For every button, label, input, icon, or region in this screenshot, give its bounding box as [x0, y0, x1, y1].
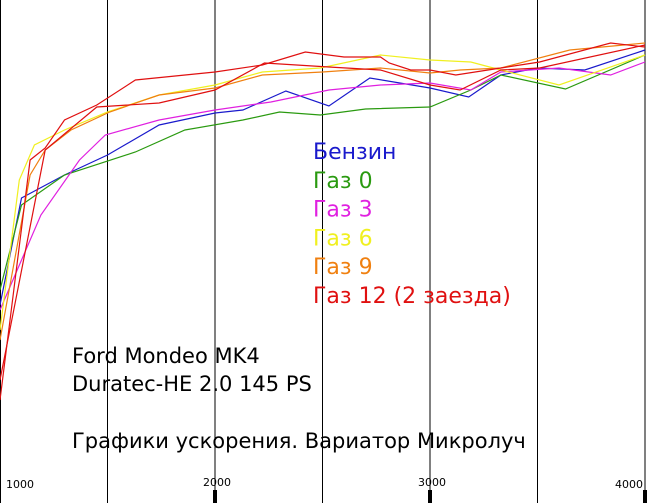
series-line — [0, 42, 646, 401]
series-line — [0, 54, 646, 331]
title-line: Duratec-HE 2.0 145 PS — [72, 372, 312, 396]
x-tick-mark — [213, 490, 217, 503]
series-line — [0, 44, 646, 381]
title-line: Ford Mondeo MK4 — [72, 344, 260, 368]
series-line — [0, 54, 646, 291]
series-line — [0, 49, 646, 306]
legend-label: Газ 9 — [313, 255, 373, 280]
x-tick-label: 3000 — [418, 476, 446, 489]
x-tick-label: 2000 — [203, 476, 231, 489]
legend-label: Газ 3 — [313, 198, 373, 223]
subtitle: Графики ускорения. Вариатор Микролуч — [72, 429, 526, 453]
legend-label: Газ 0 — [313, 169, 373, 194]
legend-label: Бензин — [313, 140, 396, 165]
x-tick-label: 4000 — [615, 478, 643, 491]
legend-label: Газ 6 — [313, 226, 373, 251]
x-tick-label: 1000 — [6, 478, 34, 491]
legend-label: Газ 12 (2 заезда) — [313, 284, 511, 309]
x-tick-mark — [428, 490, 432, 503]
x-tick-mark — [643, 490, 647, 503]
series-line — [0, 61, 646, 311]
